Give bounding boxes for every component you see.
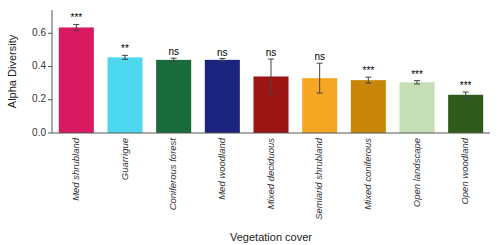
- y-tick-label: 0.0: [32, 127, 46, 138]
- significance-label: ***: [70, 12, 82, 23]
- error-bar: [365, 77, 371, 83]
- error-bar: [268, 59, 274, 94]
- error-bar: [122, 55, 128, 59]
- plot-area: [59, 24, 483, 133]
- x-tick-label: Med woodland: [216, 137, 227, 200]
- y-axis-title: Alpha Diversity: [6, 34, 18, 108]
- y-tick-label: 0.6: [32, 27, 46, 38]
- significance-label: ***: [362, 65, 374, 76]
- significance-label: ***: [411, 69, 423, 80]
- x-tick-label: Semiarid shrubland: [313, 137, 324, 220]
- bar: [205, 60, 240, 133]
- x-axis-title: Vegetation cover: [230, 231, 312, 243]
- error-bar: [414, 81, 420, 84]
- error-bar: [463, 92, 469, 97]
- x-tick-label: Open woodland: [459, 137, 470, 204]
- x-tick-label: Open landscape: [411, 138, 422, 207]
- chart-container: 0.00.20.40.6*****nsnsnsns*********Med sh…: [0, 0, 500, 245]
- x-tick-label: Mixed coniferous: [362, 138, 373, 210]
- x-axis-line: [52, 133, 490, 134]
- x-tick-label: Coniferous forest: [167, 138, 178, 211]
- bar: [59, 27, 94, 133]
- error-bar: [219, 59, 225, 62]
- annotations: *****nsnsnsns*********: [70, 12, 471, 91]
- error-bar: [73, 24, 79, 30]
- significance-label: ns: [314, 51, 325, 62]
- significance-label: ns: [217, 47, 228, 58]
- error-bar: [317, 63, 323, 93]
- bar: [156, 60, 191, 133]
- bar: [107, 57, 142, 133]
- bar: [448, 95, 483, 133]
- y-tick: [48, 133, 52, 134]
- y-tick: [48, 66, 52, 67]
- significance-label: ns: [168, 46, 179, 57]
- x-tick-label: Mixed deciduous: [265, 138, 276, 210]
- y-tick: [48, 99, 52, 100]
- bar: [399, 82, 434, 133]
- x-axis: Med shrubland Guarrigue Coniferous forest M…: [70, 137, 470, 220]
- significance-label: ***: [460, 80, 472, 91]
- chart: 0.00.20.40.6*****nsnsnsns*********Med sh…: [0, 0, 500, 245]
- error-bar: [171, 58, 177, 61]
- x-tick-label: Guarrigue: [119, 138, 130, 180]
- y-tick-label: 0.4: [32, 60, 46, 71]
- y-tick-label: 0.2: [32, 93, 46, 104]
- significance-label: ns: [266, 47, 277, 58]
- y-axis: 0.0 0.2 0.4 0.6: [32, 27, 52, 138]
- y-axis-line: [52, 10, 53, 133]
- x-tick-label: Med shrubland: [70, 137, 81, 201]
- bar: [351, 80, 386, 133]
- significance-label: **: [121, 43, 129, 54]
- y-tick: [48, 33, 52, 34]
